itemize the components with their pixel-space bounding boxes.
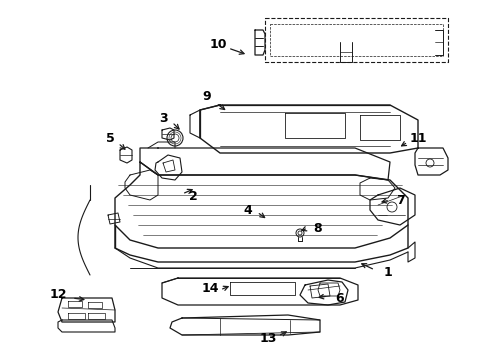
Text: 10: 10 [209,39,227,51]
Text: 9: 9 [203,90,211,104]
Text: 14: 14 [201,282,219,294]
Text: 5: 5 [106,131,114,144]
Text: 4: 4 [244,203,252,216]
Text: 13: 13 [259,332,277,345]
Text: 7: 7 [395,194,404,207]
Text: 12: 12 [49,288,67,302]
Text: 6: 6 [336,292,344,305]
Text: 3: 3 [159,112,167,125]
Text: 11: 11 [409,131,427,144]
Text: 1: 1 [384,266,392,279]
Text: 8: 8 [314,221,322,234]
Text: 2: 2 [189,190,197,203]
